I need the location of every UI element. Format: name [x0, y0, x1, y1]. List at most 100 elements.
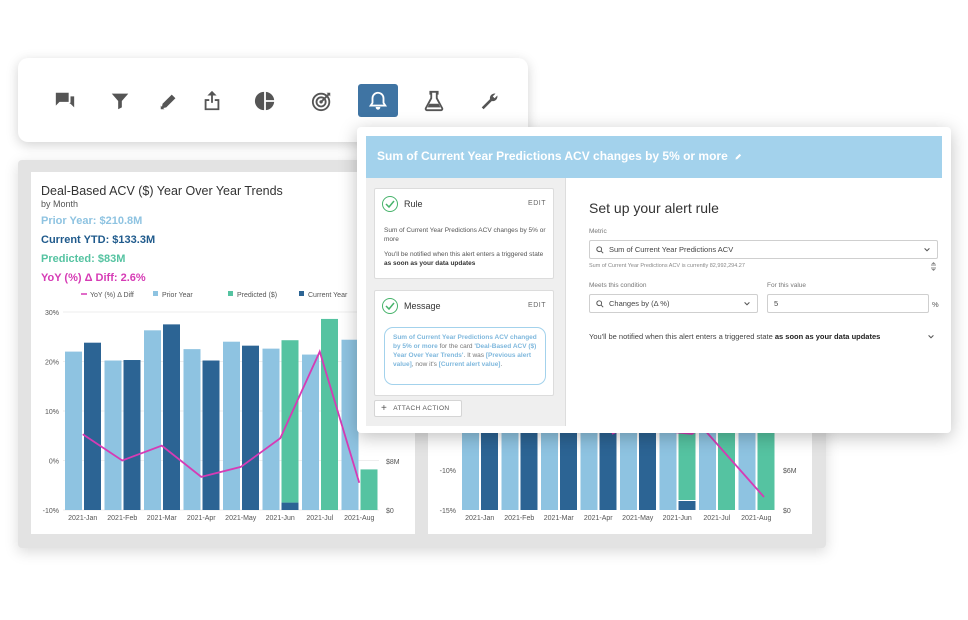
filter-icon[interactable]: [104, 85, 136, 117]
legend-label: Current Year: [308, 292, 348, 299]
bar-prior-year: [620, 427, 637, 510]
left-chart-card[interactable]: Deal-Based ACV ($) Year Over Year Trends…: [31, 172, 415, 534]
condition-label: Meets this condition: [589, 282, 647, 289]
chevron-down-icon[interactable]: [927, 333, 935, 341]
bubble-text: Sum of Current Year Predictions ACV chan…: [393, 334, 537, 351]
alert-modal: Sum of Current Year Predictions ACV chan…: [357, 127, 951, 433]
y2-tick-label: $0: [386, 508, 394, 515]
value-input-text: 5: [774, 299, 779, 308]
target-icon[interactable]: [306, 85, 338, 117]
condition-select[interactable]: Changes by (Δ %): [589, 294, 758, 313]
yoy-line: [82, 349, 361, 484]
message-bubble: Sum of Current Year Predictions ACV chan…: [384, 327, 546, 385]
chevron-down-icon: [924, 248, 930, 252]
bar-current-year: [281, 502, 299, 510]
bar-prior-year: [501, 427, 519, 510]
modal-title[interactable]: Sum of Current Year Predictions ACV chan…: [377, 149, 743, 163]
bar-current-year: [163, 324, 180, 510]
bar-current-year: [599, 427, 617, 510]
legend-label: YoY (%) Δ Diff: [90, 292, 134, 299]
condition-value: Changes by (Δ %): [609, 299, 670, 308]
bar-current-year: [84, 342, 101, 510]
bar-current-year: [202, 360, 220, 510]
bar-prior-year: [65, 351, 82, 510]
bubble-text: for the card: [439, 343, 473, 351]
alert-rule-panel: Set up your alert rule Metric Sum of Cur…: [565, 178, 942, 426]
attach-action-button[interactable]: + ATTACH ACTION: [374, 400, 462, 417]
y-tick-label: -10%: [440, 468, 456, 475]
bar-predicted: [281, 340, 299, 503]
notify-text: You'll be notified when this alert enter…: [589, 331, 899, 342]
card-title: Deal-Based ACV ($) Year Over Year Trends: [41, 184, 283, 198]
x-tick-label: 2021-Mar: [147, 515, 178, 522]
value-input[interactable]: 5: [767, 294, 929, 313]
x-tick-label: 2021-Feb: [504, 515, 534, 522]
wrench-icon[interactable]: [474, 85, 506, 117]
message-step-title: Message: [404, 301, 441, 311]
x-tick-label: 2021-Jan: [68, 515, 97, 522]
bar-prior-year: [541, 427, 558, 510]
rule-panel-title: Set up your alert rule: [589, 200, 719, 216]
y-tick-label: -10%: [43, 508, 59, 515]
bar-prior-year: [302, 354, 319, 510]
bar-predicted: [360, 469, 378, 510]
bubble-text: , now it's: [411, 361, 437, 369]
x-tick-label: 2021-Aug: [344, 515, 374, 522]
bar-predicted: [321, 318, 338, 510]
x-tick-label: 2021-Apr: [187, 515, 216, 522]
chevron-down-icon: [744, 302, 750, 306]
kpi-predicted: Predicted: $83M: [41, 253, 126, 265]
metric-hint: Sum of Current Year Predictions ACV is c…: [589, 263, 745, 269]
modal-title-text: Sum of Current Year Predictions ACV chan…: [377, 149, 728, 163]
x-tick-label: 2021-Aug: [741, 515, 771, 522]
pie-chart-icon[interactable]: [249, 85, 281, 117]
rule-step-title: Rule: [404, 199, 423, 209]
x-tick-label: 2021-Feb: [107, 515, 137, 522]
bar-prior-year: [183, 349, 201, 510]
x-tick-label: 2021-Jul: [306, 515, 333, 522]
kpi-prior-year: Prior Year: $210.8M: [41, 215, 143, 227]
x-tick-label: 2021-Jun: [266, 515, 295, 522]
card-subtitle: by Month: [41, 199, 79, 209]
x-tick-label: 2021-May: [225, 515, 257, 522]
metric-select[interactable]: Sum of Current Year Predictions ACV: [589, 240, 938, 259]
rule-note-bold: as soon as your data updates: [384, 260, 476, 268]
resize-handle-icon[interactable]: [930, 262, 937, 271]
bar-prior-year: [580, 427, 598, 510]
bubble-text: [Previous alert value]: [393, 352, 532, 369]
search-icon: [596, 245, 604, 254]
attach-action-label: ATTACH ACTION: [393, 405, 450, 412]
bar-prior-year: [738, 427, 756, 510]
bar-prior-year: [341, 339, 359, 510]
y2-tick-label: $6M: [783, 468, 797, 475]
y-tick-label: 0%: [49, 459, 59, 466]
plus-icon: +: [381, 403, 388, 414]
x-tick-label: 2021-Jun: [663, 515, 692, 522]
value-label: For this value: [767, 282, 807, 289]
bar-prior-year: [262, 348, 280, 510]
legend-swatch: [228, 291, 233, 296]
bell-icon[interactable]: [358, 84, 398, 117]
x-tick-label: 2021-May: [622, 515, 654, 522]
edit-pencil-icon[interactable]: [734, 152, 743, 161]
y2-tick-label: $0: [783, 508, 791, 515]
bar-current-year: [481, 427, 498, 510]
flask-icon[interactable]: [418, 85, 450, 117]
chart-toolbar: [18, 58, 528, 142]
rule-step-text: Sum of Current Year Predictions ACV chan…: [384, 227, 546, 244]
y-tick-label: 20%: [45, 360, 59, 367]
percent-unit: %: [932, 300, 939, 309]
comments-icon[interactable]: [49, 85, 81, 117]
bar-current-year: [678, 501, 696, 510]
bubble-text: [Current alert value]: [438, 361, 501, 369]
pencil-icon[interactable]: [153, 85, 185, 117]
message-edit-button[interactable]: EDIT: [528, 302, 546, 309]
rule-edit-button[interactable]: EDIT: [528, 200, 546, 207]
share-icon[interactable]: [196, 85, 228, 117]
y-tick-label: 30%: [45, 310, 59, 317]
bar-current-year: [242, 345, 259, 510]
metric-label: Metric: [589, 228, 607, 235]
legend-swatch: [299, 291, 304, 296]
bar-prior-year: [659, 427, 677, 510]
bar-current-year: [560, 427, 577, 510]
